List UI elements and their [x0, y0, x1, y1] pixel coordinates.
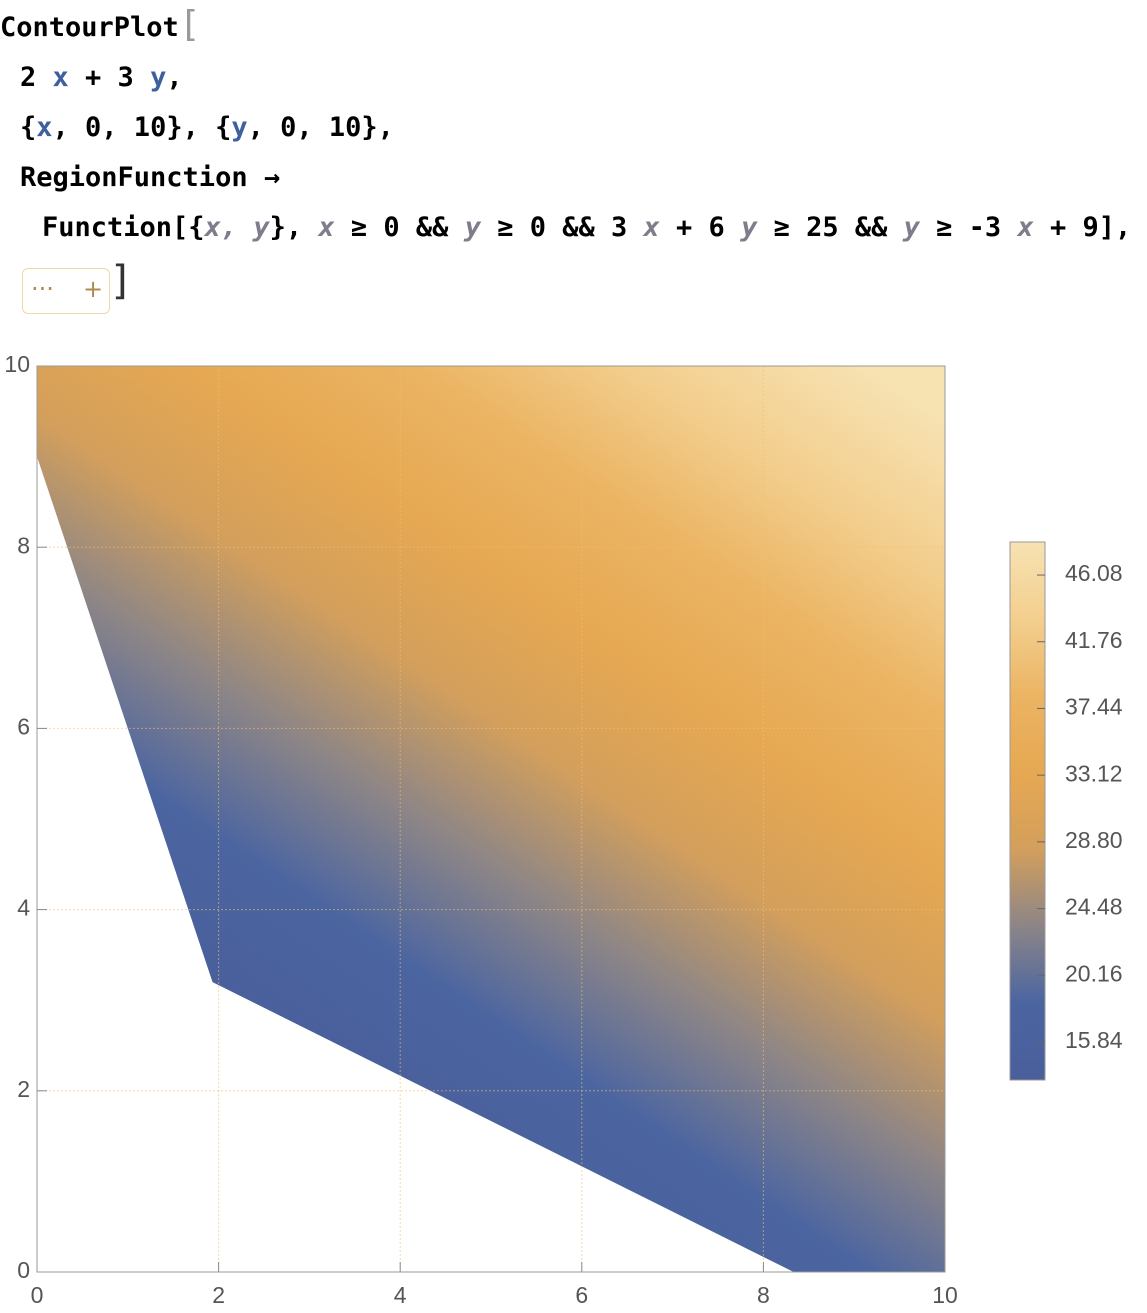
- legend-bar: [1009, 541, 1046, 1081]
- code-token: y: [231, 112, 248, 143]
- code-token: , 0, 10},: [247, 112, 394, 143]
- legend-tick-label: 15.84: [1065, 1027, 1123, 1053]
- y-tick-label: 8: [17, 532, 30, 558]
- x-tick-label: 4: [394, 1282, 407, 1308]
- code-line: ContourPlot[: [0, 4, 201, 45]
- code-token: [: [178, 4, 201, 45]
- y-tick-label: 2: [17, 1076, 30, 1102]
- x-tick-label: 10: [932, 1282, 958, 1308]
- code-token: ContourPlot: [0, 12, 179, 43]
- legend-tick-label: 28.80: [1065, 827, 1123, 853]
- code-token: x: [643, 212, 660, 243]
- code-token: 2: [20, 62, 53, 93]
- legend-tick-label: 37.44: [1065, 694, 1123, 720]
- code-token: RegionFunction →: [20, 162, 281, 193]
- code-token: },: [269, 212, 319, 243]
- y-tick-label: 6: [17, 713, 30, 739]
- code-token: ≥ 0 && 3: [480, 212, 644, 243]
- code-token: ,: [166, 62, 183, 93]
- y-tick-label: 4: [17, 895, 30, 921]
- legend-tick-label: 46.08: [1065, 560, 1123, 586]
- legend-tick-label: 41.76: [1065, 627, 1123, 653]
- close-bracket: ]: [112, 258, 128, 304]
- code-token: x, y: [204, 212, 270, 243]
- code-token: ≥ -3: [919, 212, 1018, 243]
- density-region: [37, 366, 945, 1272]
- x-tick-label: 2: [212, 1282, 225, 1308]
- code-token: Function[{: [42, 212, 205, 243]
- code-line: {x, 0, 10}, {y, 0, 10},: [20, 112, 394, 143]
- code-token: y: [464, 212, 481, 243]
- code-token: , 0, 10}, {: [52, 112, 232, 143]
- code-token: y: [903, 212, 920, 243]
- x-tick-label: 0: [31, 1282, 44, 1308]
- code-token: + 6: [659, 212, 742, 243]
- code-token: + 3: [68, 62, 151, 93]
- legend-tick-label: 33.12: [1065, 760, 1123, 786]
- code-line: 2 x + 3 y,: [20, 62, 183, 93]
- code-token: ≥ 25 &&: [757, 212, 904, 243]
- x-tick-label: 8: [757, 1282, 770, 1308]
- code-token: ≥ 0 &&: [334, 212, 465, 243]
- code-token: {: [20, 112, 37, 143]
- code-token: y: [150, 62, 167, 93]
- plot-frame: [36, 365, 946, 1273]
- code-token: x: [36, 112, 53, 143]
- x-tick-label: 6: [575, 1282, 588, 1308]
- code-token: + 9],: [1033, 212, 1132, 243]
- y-tick-label: 10: [4, 351, 30, 377]
- code-token: x: [52, 62, 69, 93]
- code-token: x: [1017, 212, 1034, 243]
- legend-tick-label: 20.16: [1065, 960, 1123, 986]
- elided-box[interactable]: ··· +: [22, 268, 110, 314]
- code-line: Function[{x, y}, x ≥ 0 && y ≥ 0 && 3 x +…: [42, 212, 1131, 243]
- y-tick-label: 0: [17, 1257, 30, 1283]
- code-line: RegionFunction →: [20, 162, 280, 193]
- code-token: x: [318, 212, 335, 243]
- legend-tick-label: 24.48: [1065, 894, 1123, 920]
- elided-dots: ···: [31, 275, 54, 303]
- code-token: y: [741, 212, 758, 243]
- elided-plus: +: [83, 275, 104, 303]
